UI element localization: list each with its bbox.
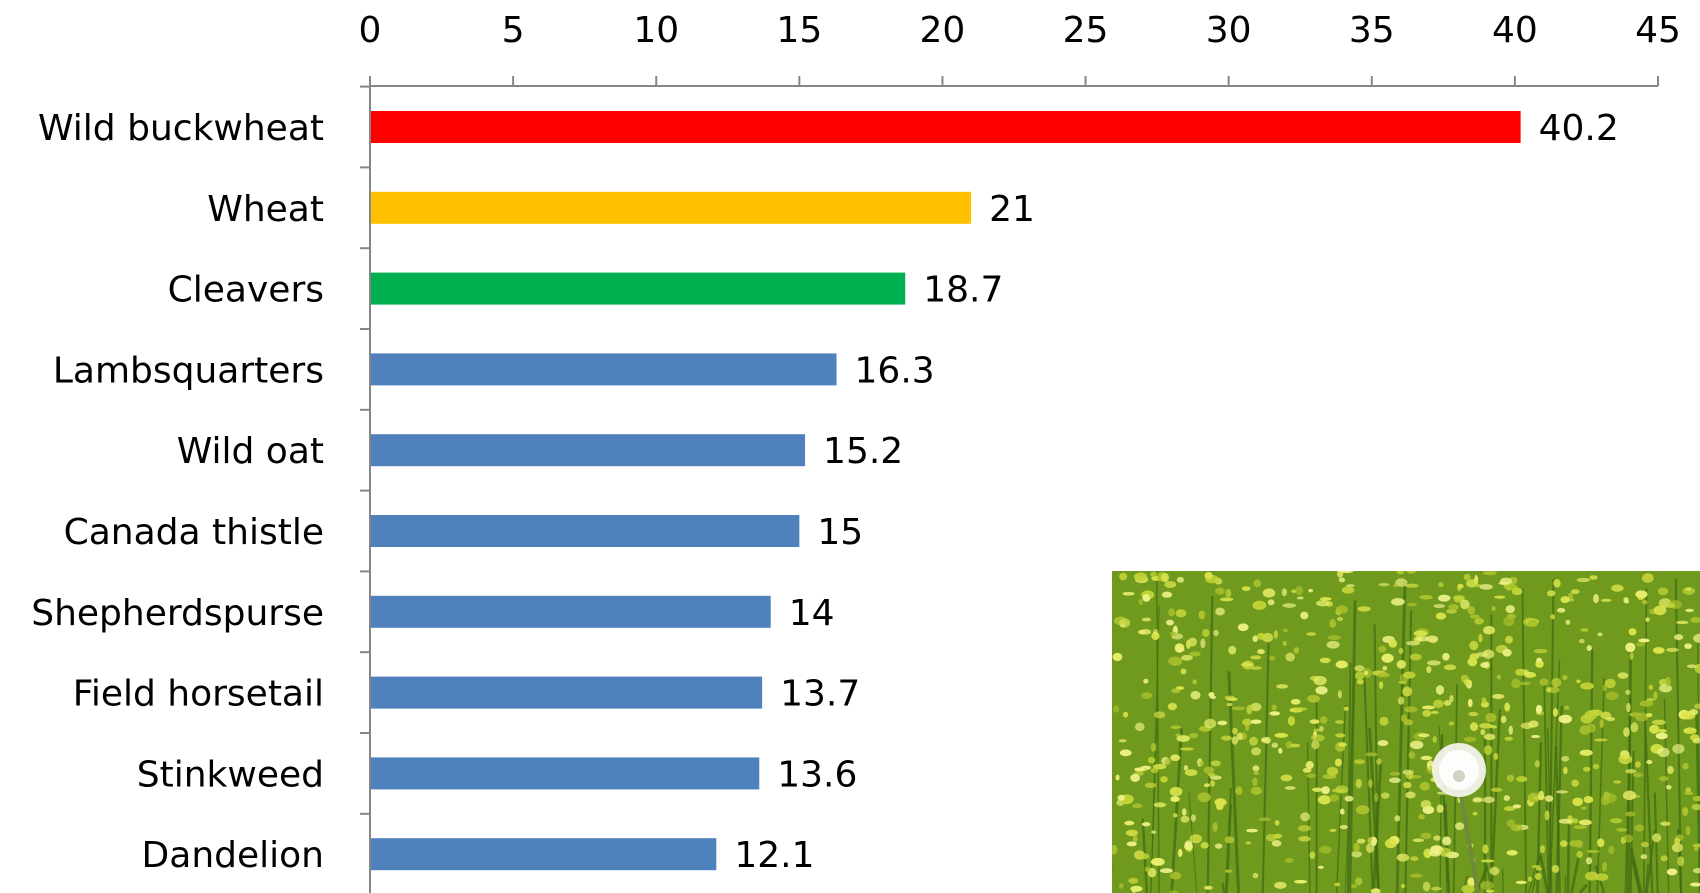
category-label: Lambsquarters: [53, 350, 324, 391]
bar: [371, 111, 1521, 143]
dandelion-stem: [1458, 789, 1480, 893]
bar: [371, 757, 760, 790]
category-label: Dandelion: [142, 835, 324, 876]
category-label: Stinkweed: [137, 754, 324, 795]
bars: Wild buckwheat 40.2 Wheat 21 Cleavers 18.7 Lam…: [31, 108, 1619, 876]
x-tick-label: 30: [1206, 10, 1252, 51]
x-tick-label: 15: [776, 10, 822, 51]
bar: [371, 434, 806, 467]
data-label: 15: [817, 512, 863, 553]
category-label: Cleavers: [168, 270, 324, 311]
x-tick-label: 45: [1635, 10, 1681, 51]
data-label: 21: [989, 189, 1035, 230]
category-label: Shepherdspurse: [31, 593, 324, 634]
bar: [371, 515, 800, 547]
data-label: 18.7: [923, 270, 1003, 311]
field-photo: [1112, 571, 1700, 893]
data-label: 13.7: [780, 674, 860, 715]
x-axis: 0 5 10 15 20 25 30 35 40 45: [359, 10, 1681, 87]
category-axis: [360, 85, 371, 893]
bar: [371, 838, 717, 871]
bar: [371, 353, 837, 386]
category-label: Wild oat: [177, 431, 324, 472]
data-label: 14: [789, 593, 835, 634]
x-tick-label: 20: [920, 10, 966, 51]
x-tick-label: 35: [1349, 10, 1395, 51]
bar: [371, 595, 771, 628]
x-tick-label: 10: [633, 10, 679, 51]
x-tick-label: 0: [359, 10, 382, 51]
data-label: 12.1: [734, 835, 814, 876]
category-label: Wild buckwheat: [38, 108, 324, 149]
x-tick-label: 40: [1492, 10, 1538, 51]
category-label: Canada thistle: [64, 512, 324, 553]
data-label: 15.2: [823, 431, 903, 472]
bar: [371, 191, 972, 224]
category-label: Wheat: [207, 189, 324, 230]
category-label: Field horsetail: [73, 674, 324, 715]
data-label: 13.6: [777, 754, 857, 795]
data-label: 16.3: [855, 350, 935, 391]
x-tick-label: 25: [1063, 10, 1109, 51]
bar: [371, 676, 763, 709]
bar: [371, 272, 906, 305]
data-label: 40.2: [1539, 108, 1619, 149]
x-tick-label: 5: [502, 10, 525, 51]
photo-image: [1112, 571, 1700, 893]
